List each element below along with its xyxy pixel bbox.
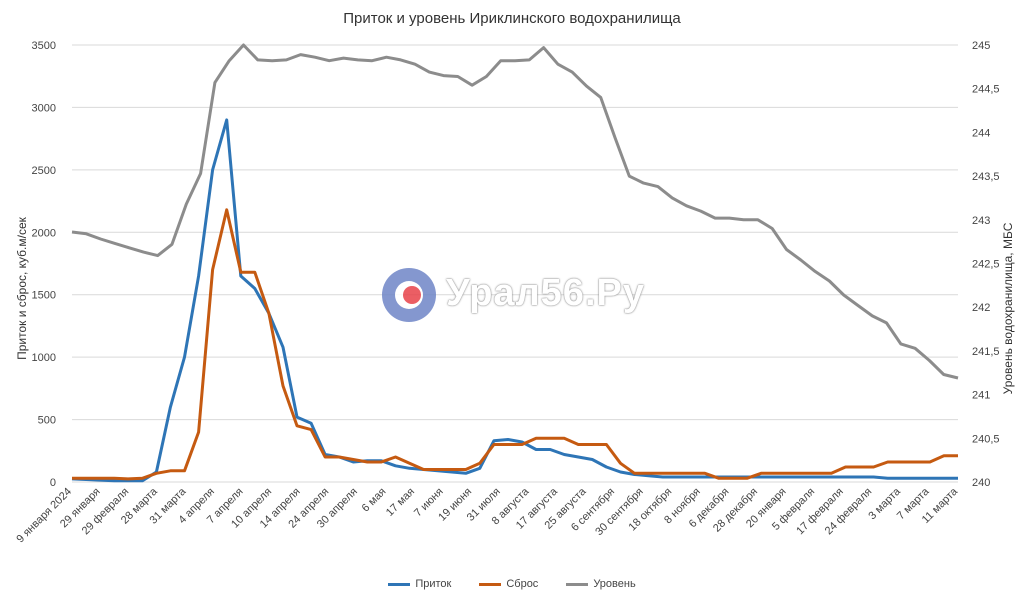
legend-item: Уровень bbox=[566, 578, 636, 590]
y-left-tick-label: 3500 bbox=[32, 40, 56, 52]
y-left-tick-label: 0 bbox=[50, 477, 56, 489]
y-right-tick-label: 245 bbox=[972, 40, 990, 52]
y-axis-right-label: Уровень водохранилища, МБС bbox=[1001, 222, 1015, 394]
y-left-tick-label: 1000 bbox=[32, 352, 56, 364]
y-right-tick-label: 244 bbox=[972, 127, 990, 139]
series-line-Приток bbox=[71, 118, 958, 483]
y-right-tick-label: 244,5 bbox=[972, 84, 1000, 96]
y-left-tick-label: 2500 bbox=[32, 165, 56, 177]
y-right-tick-label: 243 bbox=[972, 215, 990, 227]
watermark-text: Урал56.Ру bbox=[446, 272, 645, 314]
legend-item: Приток bbox=[388, 578, 451, 590]
chart-title: Приток и уровень Ириклинского водохранил… bbox=[343, 10, 681, 27]
y-left-tick-label: 500 bbox=[38, 415, 56, 427]
chart-legend: Приток Сброс Уровень bbox=[0, 578, 1024, 590]
legend-swatch bbox=[566, 582, 589, 586]
legend-swatch bbox=[388, 582, 411, 586]
legend-item: Сброс bbox=[479, 578, 538, 590]
series-line-Уровень bbox=[71, 43, 959, 380]
legend-label: Приток bbox=[415, 578, 452, 590]
y-left-tick-label: 1500 bbox=[32, 290, 56, 302]
y-right-tick-label: 242,5 bbox=[972, 259, 1000, 271]
y-left-tick-label: 2000 bbox=[32, 227, 56, 239]
y-right-tick-label: 243,5 bbox=[972, 171, 1000, 183]
y-right-tick-label: 242 bbox=[972, 302, 990, 314]
y-right-tick-label: 241 bbox=[972, 390, 990, 402]
y-right-tick-label: 240 bbox=[972, 477, 990, 489]
y-axis-left-label: Приток и сброс, куб.м/сек bbox=[15, 216, 29, 360]
watermark-circle-icon bbox=[382, 268, 436, 322]
y-right-tick-label: 241,5 bbox=[972, 346, 1000, 358]
legend-label: Уровень bbox=[593, 578, 636, 590]
series-line-Сброс bbox=[72, 208, 958, 481]
y-right-tick-label: 240,5 bbox=[972, 433, 1000, 445]
y-left-tick-label: 3000 bbox=[32, 102, 56, 114]
legend-label: Сброс bbox=[506, 578, 539, 590]
watermark-logo: Урал56.Ру bbox=[382, 268, 652, 328]
legend-swatch bbox=[479, 582, 502, 586]
x-tick-label: 17 мая bbox=[384, 486, 417, 519]
